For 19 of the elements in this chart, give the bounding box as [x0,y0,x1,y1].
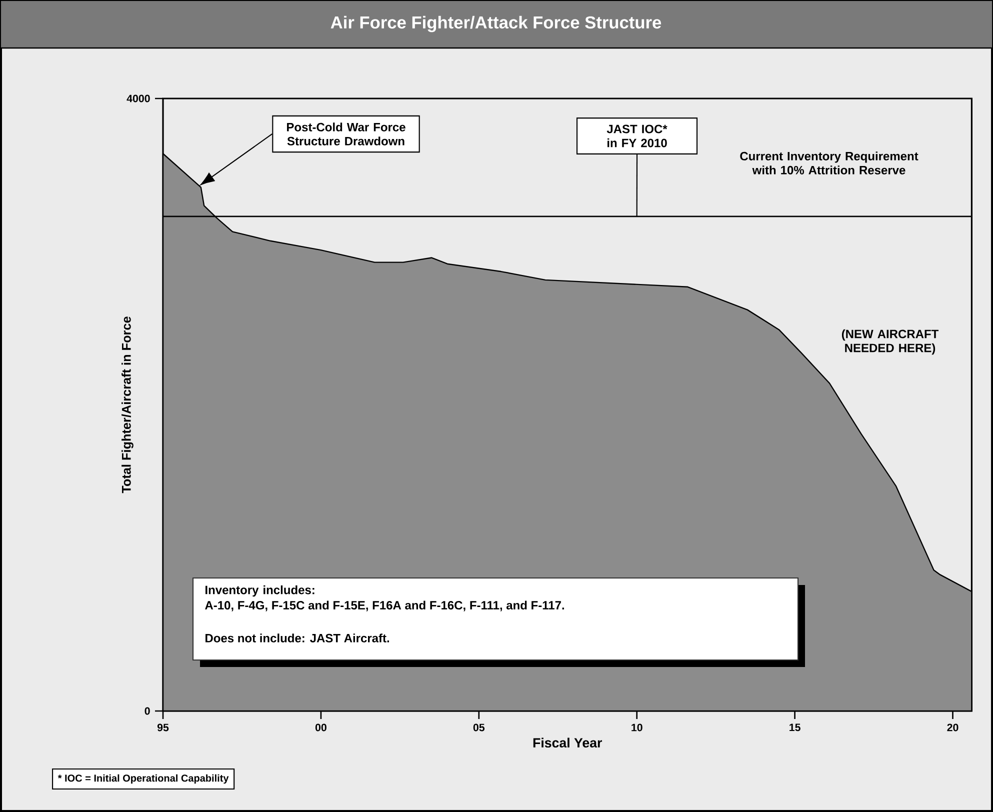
annotation: A-10, F-4G, F-15C and F-15E, F16A and F-16C, F-111, and F-117. [205,600,564,612]
y-tick-label: 0 [144,707,150,715]
x-tick-label: 20 [947,724,958,732]
x-axis-title: Fiscal Year [533,738,602,748]
x-tick-label: 00 [315,724,326,732]
x-tick-label: 05 [473,724,485,732]
text: * IOC = Initial Operational Capability [58,774,229,784]
chart-title: Air Force Fighter/Attack Force Structure [330,16,662,32]
x-tick-label: 10 [632,724,642,732]
annotation: JAST IOC* in FY 2010 [606,124,668,148]
ref-line-label: Current Inventory Requirement with 10% Attrition Reserve [740,152,918,174]
annotation: Inventory includes: [206,585,314,597]
y-tick-label: 4000 [126,94,150,102]
annotation: Post-Cold War Force Structure Drawdown [287,122,406,146]
y-axis-title: Total Fighter/Aircraft in Force [122,316,134,494]
annotation: Does not include: JAST Aircraft. [206,634,390,642]
x-tick-label: 15 [790,724,800,732]
x-tick-label: 95 [157,724,169,732]
annotation: (NEW AIRCRAFT NEEDED HERE) [842,329,939,355]
